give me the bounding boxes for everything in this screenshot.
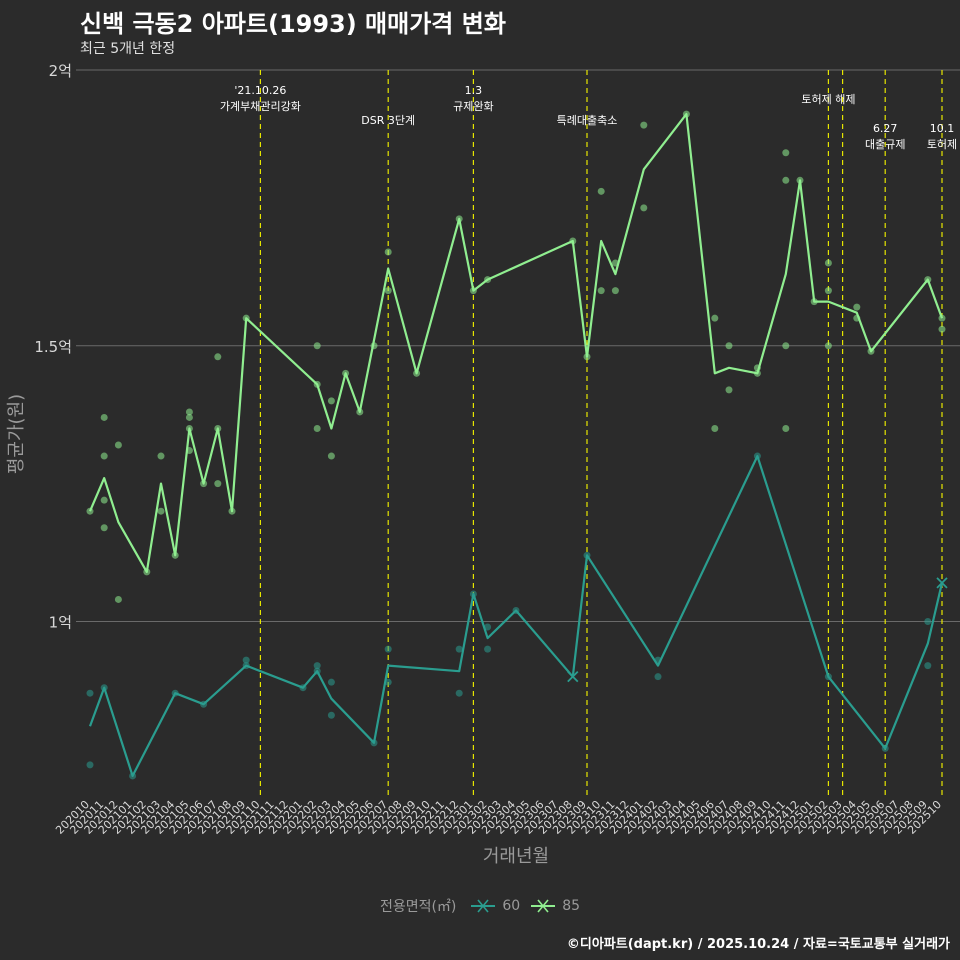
data-point-60 [455,689,463,697]
data-point-85 [214,480,222,488]
chart-subtitle: 최근 5개년 한정 [80,41,176,57]
x-axis-title: 거래년월 [483,846,549,867]
event-label: 6.27 [873,122,898,135]
data-point-85 [100,524,108,532]
event-label: 10.1 [930,122,955,135]
event-label: 가계부채관리강화 [220,100,301,113]
data-point-85 [640,204,648,212]
data-point-85 [114,441,122,449]
data-point-85 [313,424,321,432]
data-point-85 [384,287,392,295]
data-point-85 [824,287,832,295]
data-point-85 [100,496,108,504]
chart-title: 신백 극동2 아파트(1993) 매매가격 변화 [80,10,506,38]
data-point-85 [824,342,832,350]
data-point-60 [924,662,932,670]
data-point-85 [725,342,733,350]
event-label: 특례대출축소 [557,114,618,127]
data-point-85 [157,507,165,515]
data-point-60 [484,645,492,653]
cross-marker-60 [567,671,579,683]
data-point-60 [924,618,932,626]
data-point-60 [242,656,250,664]
data-point-60 [86,689,94,697]
legend: 전용면적(㎡) 60 85 [0,896,960,916]
data-point-60 [654,673,662,681]
data-point-60 [86,761,94,769]
data-point-85 [782,149,790,157]
data-point-85 [597,187,605,195]
event-label: 대출규제 [865,138,905,151]
legend-label-60: 60 [502,898,521,914]
data-point-85 [711,424,719,432]
data-point-85 [100,413,108,421]
data-point-85 [100,452,108,460]
data-point-60 [384,645,392,653]
data-point-85 [782,342,790,350]
data-point-85 [313,342,321,350]
data-point-60 [455,645,463,653]
event-label: 토허제 해제 [801,92,855,106]
y-tick-label: 2억 [49,62,72,80]
y-axis-title: 평균가(원) [6,394,27,474]
event-label: DSR 3단계 [361,114,415,127]
legend-title: 전용면적(㎡) [379,899,457,915]
legend-item-85: 85 [530,898,580,914]
data-point-85 [214,353,222,361]
data-point-60 [484,623,492,631]
legend-item-60: 60 [470,898,520,914]
data-point-85 [824,259,832,267]
data-point-85 [185,408,193,416]
data-point-60 [327,711,335,719]
event-label: '21.10.26 [234,84,286,97]
cross-marker-60 [936,577,948,589]
event-label: 규제완화 [453,100,493,113]
y-tick-label: 1억 [49,614,72,632]
series-line-85 [88,113,944,573]
data-point-85 [185,413,193,421]
source-caption: ©디아파트(dapt.kr) / 2025.10.24 / 자료=국토교통부 실… [566,937,950,952]
y-tick-label: 1.5억 [34,338,72,356]
data-point-85 [782,176,790,184]
data-point-85 [611,287,619,295]
data-point-60 [313,662,321,670]
data-point-85 [327,452,335,460]
series-line-60 [88,455,944,777]
legend-label-85: 85 [562,898,581,914]
data-point-60 [327,678,335,686]
data-point-85 [725,386,733,394]
event-label: 1.3 [465,84,483,97]
legend-key-60-icon [471,899,496,913]
legend-key-85-icon [531,899,556,913]
event-label: 토허제 [927,138,957,151]
data-point-85 [384,248,392,256]
data-point-85 [782,424,790,432]
data-point-85 [327,397,335,405]
data-point-85 [711,314,719,322]
data-point-85 [853,303,861,311]
data-point-85 [640,121,648,129]
data-point-85 [114,595,122,603]
data-point-85 [597,287,605,295]
data-point-85 [157,452,165,460]
data-point-85 [938,325,946,333]
